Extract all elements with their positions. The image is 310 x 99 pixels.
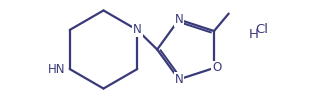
Text: Cl: Cl — [255, 23, 268, 36]
Text: HN: HN — [48, 63, 65, 76]
Text: N: N — [175, 13, 183, 26]
Text: O: O — [212, 61, 221, 74]
Text: N: N — [175, 73, 183, 86]
Text: N: N — [133, 23, 142, 36]
Text: H: H — [249, 28, 259, 41]
